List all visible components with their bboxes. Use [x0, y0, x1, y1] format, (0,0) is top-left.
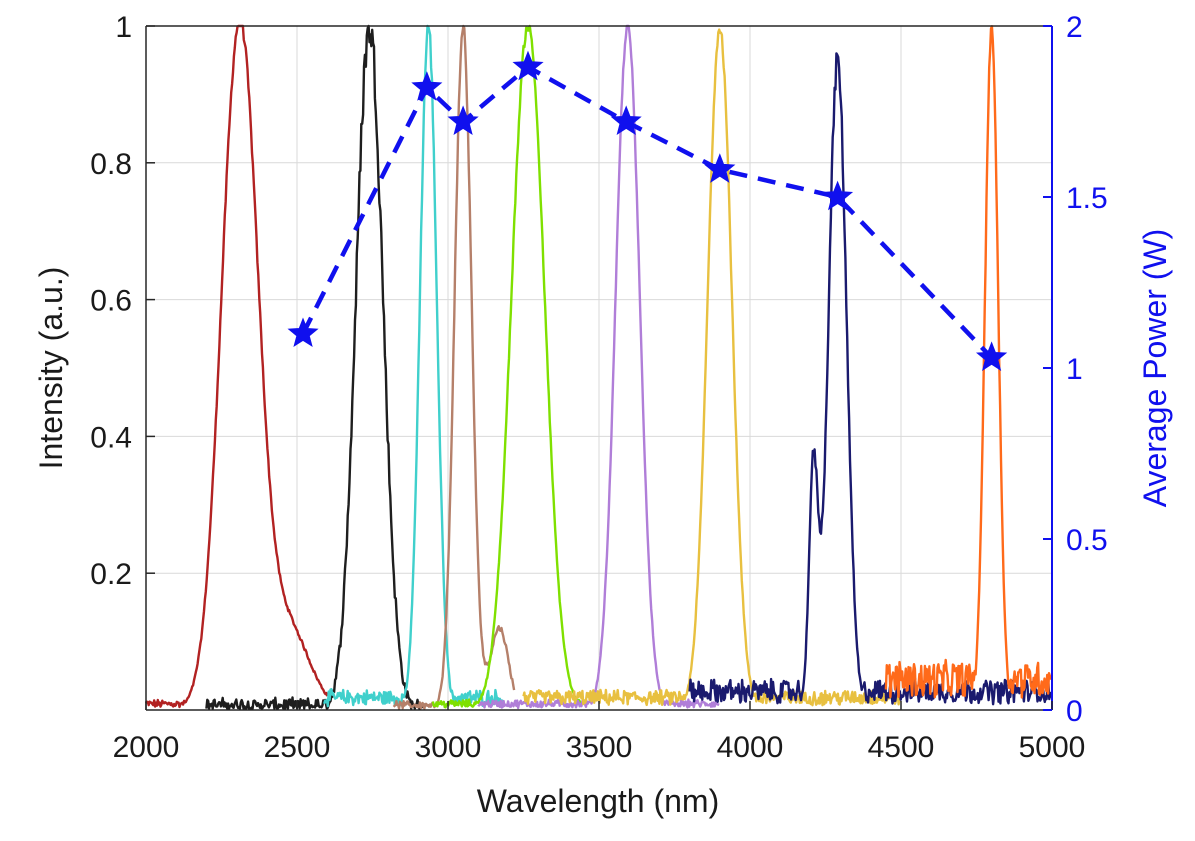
- y2-tick-label: 1: [1066, 353, 1083, 386]
- spectrum-line-8: [688, 52, 1053, 706]
- spectrum-line-3: [323, 24, 503, 708]
- y-axis-label: Intensity (a.u.): [33, 267, 69, 470]
- x-tick-label: 2500: [264, 731, 331, 764]
- plot-frame: [145, 25, 1053, 711]
- spectrum-line-5: [431, 24, 582, 709]
- power-point-star: [512, 50, 544, 81]
- y2-tick-label: 0.5: [1066, 524, 1108, 557]
- spectrum-line-9: [884, 25, 1053, 699]
- y-tick-label: 0.6: [90, 285, 132, 318]
- spectrum-line-6: [477, 24, 720, 710]
- y2-tick-label: 0: [1066, 695, 1083, 728]
- power-point-star: [821, 180, 854, 211]
- y2-tick-label: 1.5: [1066, 182, 1108, 215]
- y-tick-label: 0.8: [90, 148, 132, 181]
- power-point-star: [447, 105, 479, 136]
- x-tick-label: 2000: [113, 731, 180, 764]
- x-tick-label: 3000: [415, 731, 482, 764]
- spectrum-line-4: [392, 24, 516, 710]
- power-point-star: [287, 317, 319, 348]
- spectra-series: [144, 24, 1053, 710]
- x-tick-label: 4500: [868, 731, 935, 764]
- power-point-star: [975, 341, 1008, 372]
- y-tick-label: 0.2: [90, 558, 132, 591]
- power-line: [300, 64, 994, 360]
- power-series: [287, 50, 1008, 372]
- y2-tick-label: 2: [1066, 11, 1083, 44]
- spectrum-line-7: [522, 28, 902, 707]
- tick-labels: 2000 2500 3000 3500 4000 4500 5000 0.2 0.4 0.6 0.8…: [90, 11, 1107, 764]
- x-axis-label: Wavelength (nm): [477, 783, 719, 819]
- grid-lines: [145, 25, 1053, 710]
- y-tick-label: 1: [115, 11, 132, 44]
- power-point-star: [610, 105, 642, 136]
- spectrum-line-2: [205, 24, 425, 710]
- y-tick-label: 0.4: [90, 421, 132, 454]
- x-tick-label: 4000: [717, 731, 784, 764]
- y2-axis-label: Average Power (W): [1137, 229, 1173, 508]
- power-point-star: [704, 153, 736, 183]
- x-tick-label: 3500: [566, 731, 633, 764]
- power-point-star: [411, 71, 443, 101]
- x-tick-label: 5000: [1019, 731, 1086, 764]
- spectrum-line-1: [144, 24, 329, 709]
